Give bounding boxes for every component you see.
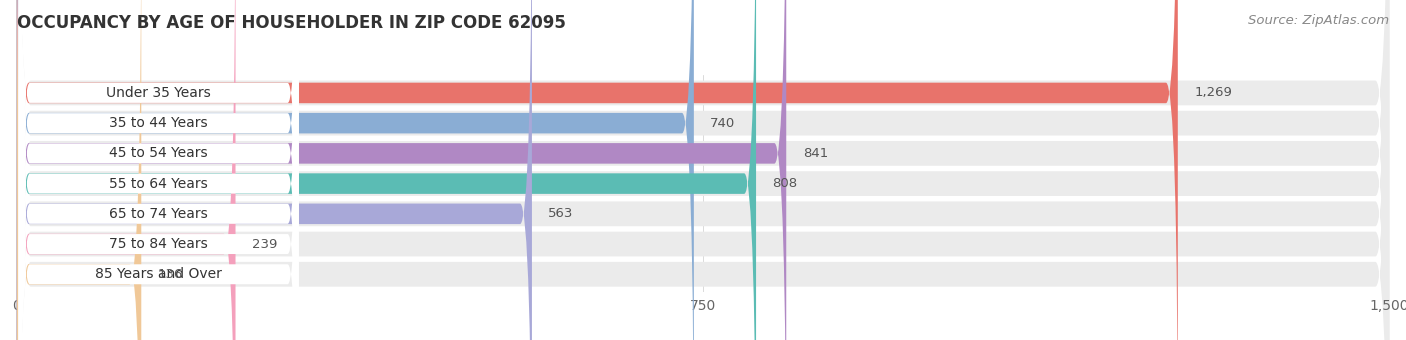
FancyBboxPatch shape <box>17 0 1389 340</box>
FancyBboxPatch shape <box>17 0 1389 340</box>
FancyBboxPatch shape <box>17 0 1389 340</box>
Text: 45 to 54 Years: 45 to 54 Years <box>110 147 208 160</box>
FancyBboxPatch shape <box>17 0 786 340</box>
FancyBboxPatch shape <box>17 0 1389 340</box>
FancyBboxPatch shape <box>17 0 1178 340</box>
Text: 35 to 44 Years: 35 to 44 Years <box>110 116 208 130</box>
FancyBboxPatch shape <box>18 0 298 340</box>
FancyBboxPatch shape <box>17 0 236 340</box>
FancyBboxPatch shape <box>17 0 1389 340</box>
FancyBboxPatch shape <box>17 0 141 340</box>
Text: 808: 808 <box>772 177 797 190</box>
FancyBboxPatch shape <box>18 0 298 340</box>
Text: 85 Years and Over: 85 Years and Over <box>96 267 222 281</box>
FancyBboxPatch shape <box>18 0 298 340</box>
Text: Under 35 Years: Under 35 Years <box>107 86 211 100</box>
Text: Source: ZipAtlas.com: Source: ZipAtlas.com <box>1249 14 1389 27</box>
Text: 563: 563 <box>548 207 574 220</box>
Text: 65 to 74 Years: 65 to 74 Years <box>110 207 208 221</box>
Text: OCCUPANCY BY AGE OF HOUSEHOLDER IN ZIP CODE 62095: OCCUPANCY BY AGE OF HOUSEHOLDER IN ZIP C… <box>17 14 565 32</box>
FancyBboxPatch shape <box>17 0 1389 340</box>
FancyBboxPatch shape <box>18 0 298 340</box>
FancyBboxPatch shape <box>18 0 298 340</box>
Text: 740: 740 <box>710 117 735 130</box>
Text: 75 to 84 Years: 75 to 84 Years <box>110 237 208 251</box>
FancyBboxPatch shape <box>17 0 756 340</box>
Text: 1,269: 1,269 <box>1194 86 1232 99</box>
Text: 239: 239 <box>252 238 277 251</box>
FancyBboxPatch shape <box>17 0 1389 340</box>
FancyBboxPatch shape <box>17 0 693 340</box>
Text: 841: 841 <box>803 147 828 160</box>
FancyBboxPatch shape <box>17 0 531 340</box>
FancyBboxPatch shape <box>18 0 298 340</box>
FancyBboxPatch shape <box>18 0 298 340</box>
Text: 136: 136 <box>157 268 183 281</box>
Text: 55 to 64 Years: 55 to 64 Years <box>110 176 208 191</box>
